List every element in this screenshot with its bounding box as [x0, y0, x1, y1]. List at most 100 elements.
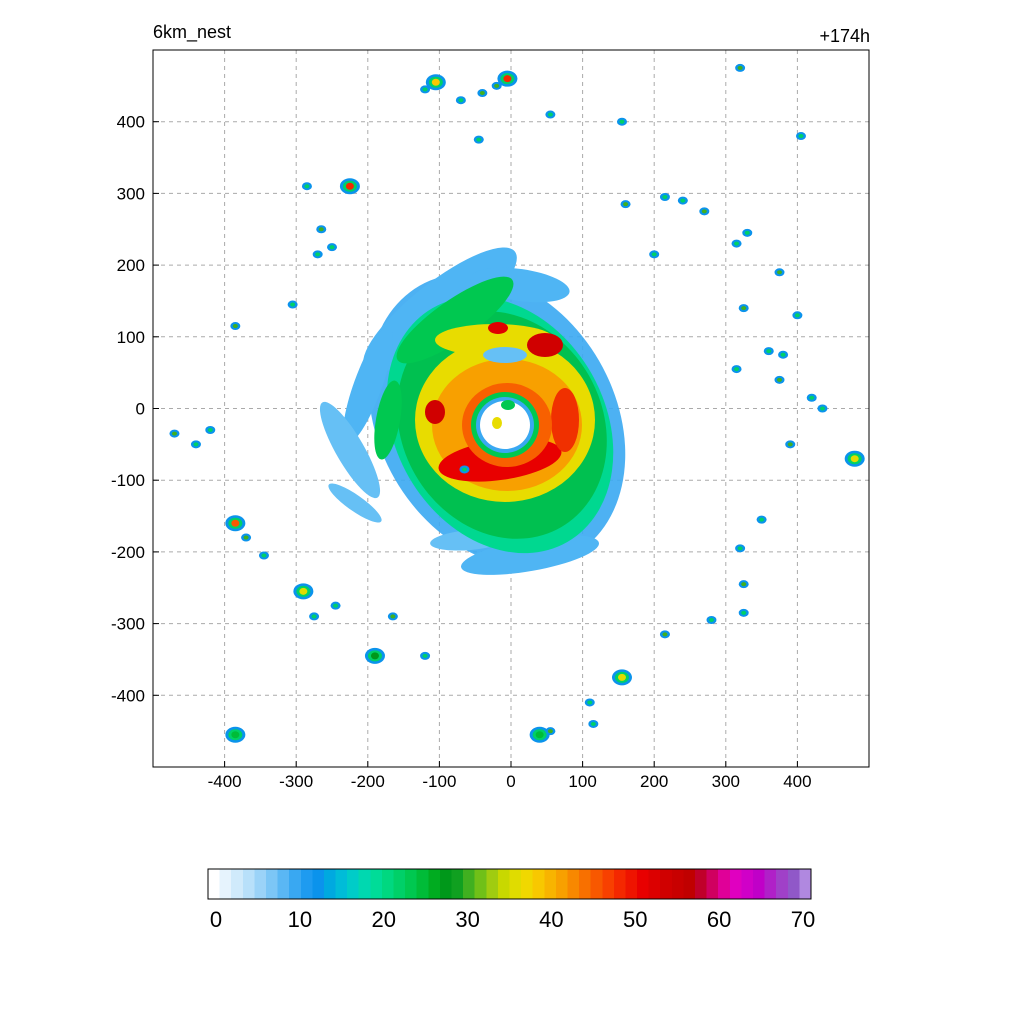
x-tick-label: 0 [506, 772, 515, 791]
cell-speck-core [741, 610, 747, 615]
cell-speck-core [587, 700, 593, 705]
cell-core [850, 455, 859, 463]
cell-speck-core [701, 209, 707, 214]
cell-speck-core [759, 517, 765, 522]
cell-speck-core [232, 324, 238, 329]
y-tick-label: 400 [117, 113, 145, 132]
cell-speck-core [737, 65, 743, 70]
chart-title: 6km_nest [153, 22, 232, 42]
cell-speck-core [547, 112, 553, 117]
band-blue-w1 [343, 326, 393, 444]
x-tick-label: -100 [422, 772, 456, 791]
cell-speck-core [619, 119, 625, 124]
cell-core [535, 731, 544, 739]
y-tick-label: -100 [111, 471, 145, 490]
cell-speck-core [662, 632, 668, 637]
colorbar-tick-label: 70 [791, 907, 815, 932]
colorbar-tick-label: 30 [455, 907, 479, 932]
cell-speck-core [547, 729, 553, 734]
band-blue-sw [328, 483, 382, 523]
cell-speck-core [422, 87, 428, 92]
y-tick-label: 100 [117, 328, 145, 347]
eye-clear [480, 401, 530, 449]
cell-speck-core [744, 230, 750, 235]
y-tick-label: -300 [111, 615, 145, 634]
colorbar: 0 10 20 30 40 50 60 70 [207, 868, 815, 932]
cell-speck-core [766, 349, 772, 354]
cell-speck-core [809, 395, 815, 400]
x-tick-label: 100 [568, 772, 596, 791]
x-tick-label: 300 [712, 772, 740, 791]
cell-speck-core [476, 137, 482, 142]
cell-speck-core [680, 198, 686, 203]
x-tick-label: -400 [208, 772, 242, 791]
cell-speck-core [329, 245, 335, 250]
reflectivity-field [169, 63, 865, 743]
cell-speck-core [479, 91, 485, 96]
cell-speck-core [390, 614, 396, 619]
band-green-nw [396, 276, 514, 364]
colorbar-tick-label: 0 [210, 907, 222, 932]
y-tick-label: 0 [136, 400, 145, 419]
eye-cell-2 [492, 417, 502, 429]
cell-speck-core [261, 553, 267, 558]
cell-speck-core [737, 546, 743, 551]
x-tick-label: 200 [640, 772, 668, 791]
cell-speck-core [311, 614, 317, 619]
cell-speck-core [494, 83, 500, 88]
cell-core [299, 587, 308, 595]
cell-speck-core [193, 442, 199, 447]
cell-speck-core [794, 313, 800, 318]
cell-speck-core [207, 428, 213, 433]
cell-speck-core [708, 618, 714, 623]
x-axis: -400 -300 -200 -100 0 100 200 300 400 [208, 761, 812, 791]
eyewall-red-east [551, 388, 579, 452]
colorbar-tick-label: 20 [371, 907, 395, 932]
cell-speck-core [741, 582, 747, 587]
cell-speck-core [798, 134, 804, 139]
cell-speck-core [318, 227, 324, 232]
cell-speck-core [787, 442, 793, 447]
cell-speck-core [171, 431, 177, 436]
colorbar-ticks: 0 10 20 30 40 50 60 70 [210, 907, 815, 932]
cell-speck-core [333, 603, 339, 608]
x-tick-label: -300 [279, 772, 313, 791]
cell-speck-core [590, 721, 596, 726]
ring-yellow-n [435, 324, 555, 356]
x-tick-label: 400 [783, 772, 811, 791]
cell-speck-core [662, 194, 668, 199]
cell-core [231, 519, 240, 527]
cell-speck-core [623, 202, 629, 207]
cell-speck-core [777, 377, 782, 382]
moat-clear [483, 347, 527, 363]
cell-speck-core [290, 302, 296, 307]
cell-core [503, 75, 512, 83]
eyewall-red-west [425, 400, 445, 424]
cell-speck-core [819, 406, 825, 411]
cell-speck-core [651, 252, 657, 257]
cell-speck-core [734, 241, 740, 246]
cell-speck-core [461, 467, 467, 472]
y-tick-label: 300 [117, 184, 145, 203]
band-blue-s [461, 535, 599, 575]
cell-speck-core [741, 306, 747, 311]
cell-speck-core [422, 653, 428, 658]
forecast-hour-label: +174h [819, 26, 870, 46]
eyewall-red-ne [527, 333, 563, 357]
band-blue-w2 [319, 401, 381, 499]
colorbar-tick-label: 50 [623, 907, 647, 932]
y-tick-label: -400 [111, 686, 145, 705]
scattered-cells [169, 63, 865, 743]
y-axis: -400 -300 -200 -100 0 100 200 300 400 [111, 113, 159, 705]
eye-cell-1 [501, 400, 515, 410]
storm-eye [471, 392, 539, 458]
cell-speck-core [243, 535, 249, 540]
colorbar-tick-label: 10 [288, 907, 312, 932]
eyewall-red-n [488, 322, 508, 334]
cell-speck-core [304, 184, 310, 189]
cell-speck-core [315, 252, 321, 257]
cell-core [431, 78, 440, 86]
cell-speck-core [734, 367, 740, 372]
cell-core [345, 182, 354, 190]
